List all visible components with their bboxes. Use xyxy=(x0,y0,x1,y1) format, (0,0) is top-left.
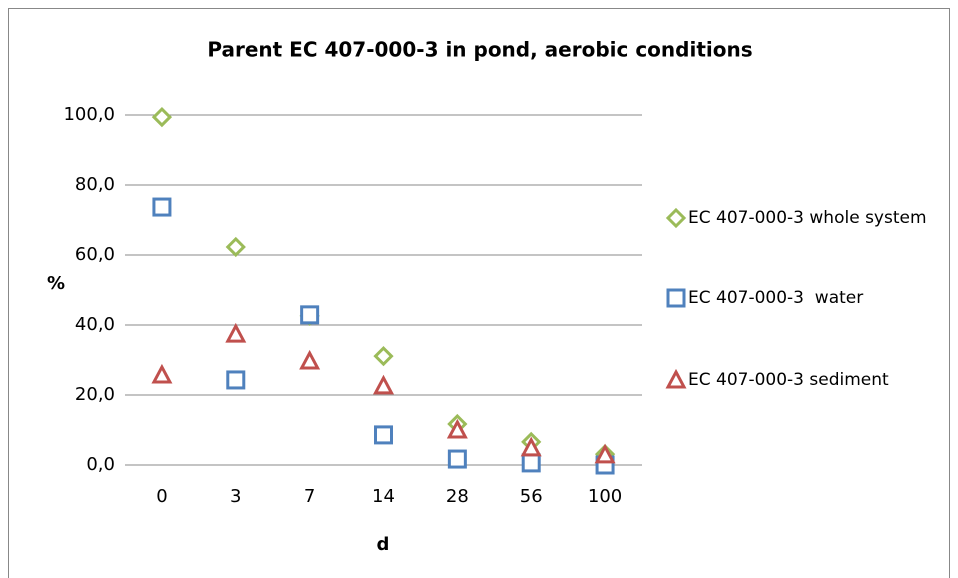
y-tick-label: 40,0 xyxy=(75,314,115,335)
marker xyxy=(447,449,467,469)
marker xyxy=(373,374,394,395)
x-tick-label: 100 xyxy=(588,486,622,507)
marker xyxy=(152,197,172,217)
legend-label: EC 407-000-3 sediment xyxy=(688,370,889,390)
chart-border xyxy=(8,8,950,578)
marker xyxy=(666,288,686,308)
marker xyxy=(226,370,246,390)
x-tick-label: 7 xyxy=(304,486,315,507)
x-tick-label: 56 xyxy=(520,486,543,507)
marker xyxy=(300,305,320,325)
marker xyxy=(373,346,394,367)
marker xyxy=(225,322,247,343)
marker xyxy=(151,106,173,128)
marker xyxy=(665,368,687,389)
x-tick-label: 14 xyxy=(372,486,395,507)
y-tick-label: 100,0 xyxy=(63,104,115,125)
marker xyxy=(665,207,687,229)
marker xyxy=(299,349,321,370)
x-tick-label: 3 xyxy=(230,486,241,507)
marker xyxy=(374,425,393,445)
legend-label: EC 407-000-3 whole system xyxy=(688,208,927,228)
y-tick-label: 20,0 xyxy=(75,384,115,405)
y-tick-label: 80,0 xyxy=(75,174,115,195)
legend-label: EC 407-000-3 water xyxy=(688,288,864,308)
marker xyxy=(594,443,616,464)
y-tick-label: 60,0 xyxy=(75,244,115,265)
x-axis-label: d xyxy=(377,534,390,555)
marker xyxy=(520,436,542,457)
x-tick-label: 28 xyxy=(446,486,469,507)
marker xyxy=(521,453,541,473)
chart-title: Parent EC 407-000-3 in pond, aerobic con… xyxy=(207,38,752,62)
y-axis-label: % xyxy=(47,273,65,294)
marker xyxy=(151,363,173,384)
marker xyxy=(446,418,468,439)
marker xyxy=(225,236,246,258)
x-tick-label: 0 xyxy=(156,486,167,507)
y-tick-label: 0,0 xyxy=(86,454,115,475)
